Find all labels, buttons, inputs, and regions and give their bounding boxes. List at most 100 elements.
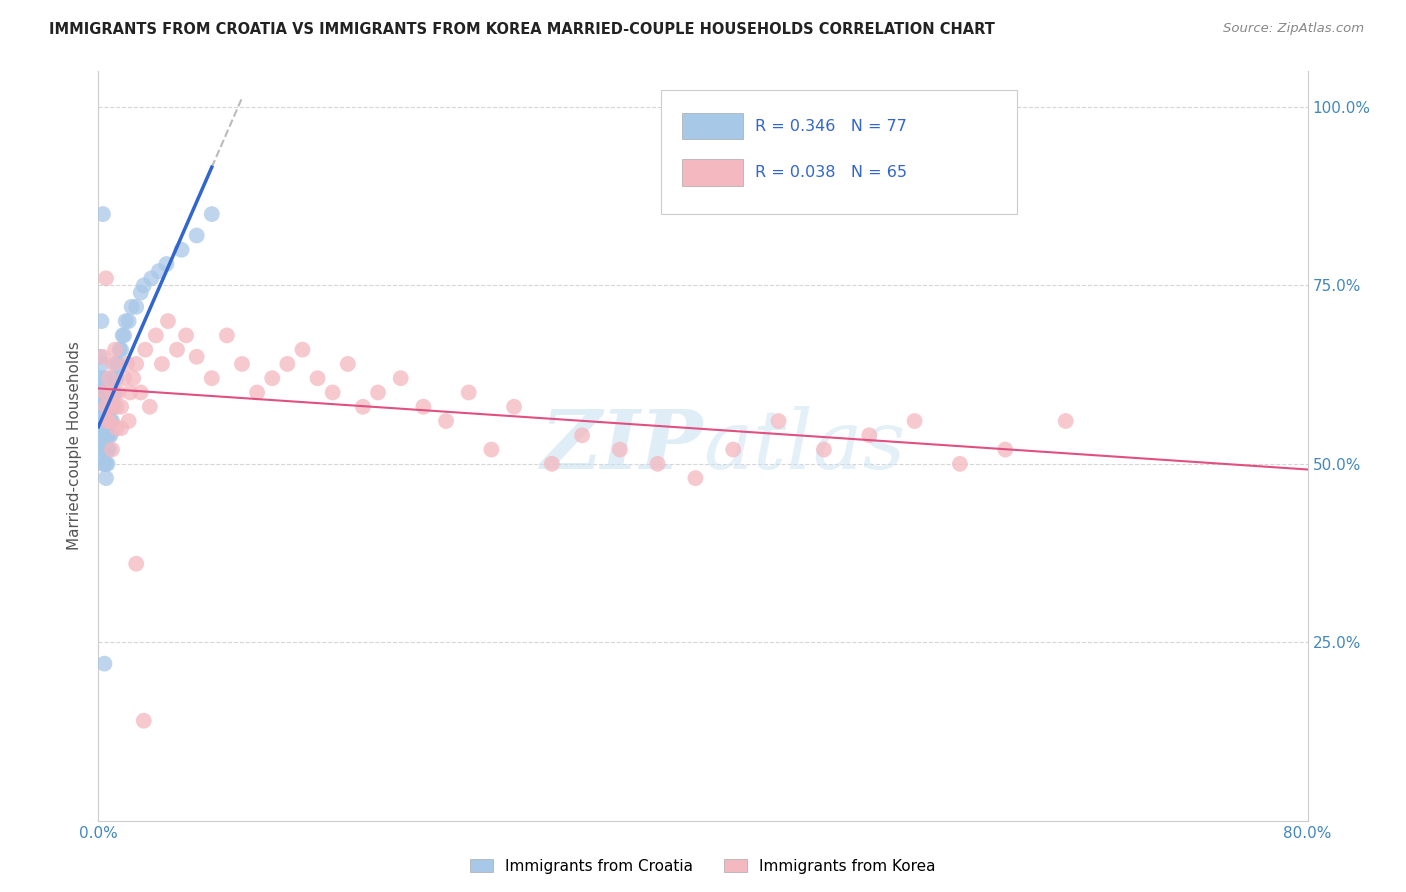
Point (98, 442, 121, 457)
Point (89, 371, 111, 385)
Point (96, 400, 118, 414)
Point (90, 400, 112, 414)
Text: R = 0.346   N = 77: R = 0.346 N = 77 (755, 119, 907, 134)
Point (91, 207, 114, 221)
Point (94, 471, 117, 485)
Point (91, 385, 114, 400)
Point (90, 442, 112, 457)
Point (105, 357, 128, 371)
Point (94, 385, 117, 400)
Point (93, 400, 115, 414)
Point (101, 442, 124, 457)
Point (105, 400, 128, 414)
Point (145, 328, 167, 343)
Point (132, 278, 155, 293)
Point (132, 714, 155, 728)
Point (110, 421, 132, 435)
Point (231, 357, 253, 371)
Point (107, 357, 129, 371)
Point (129, 285, 152, 300)
Point (1054, 414, 1077, 428)
Point (112, 371, 135, 385)
Point (98, 371, 121, 385)
Text: atlas: atlas (703, 406, 905, 486)
Text: ZIP: ZIP (540, 406, 703, 486)
Point (96, 385, 118, 400)
Point (322, 385, 344, 400)
Point (904, 414, 927, 428)
Point (858, 428, 880, 442)
Point (307, 371, 329, 385)
Point (291, 343, 314, 357)
Point (100, 400, 122, 414)
Point (90, 428, 112, 442)
Point (91, 400, 114, 414)
Point (540, 457, 562, 471)
Text: IMMIGRANTS FROM CROATIA VS IMMIGRANTS FROM KOREA MARRIED-COUPLE HOUSEHOLDS CORRE: IMMIGRANTS FROM CROATIA VS IMMIGRANTS FR… (49, 22, 995, 37)
Point (101, 414, 124, 428)
Point (115, 357, 138, 371)
Point (166, 343, 188, 357)
Point (125, 300, 148, 314)
FancyBboxPatch shape (661, 90, 1018, 214)
Point (94, 428, 117, 442)
Point (94, 371, 117, 385)
Point (813, 442, 835, 457)
Point (609, 442, 631, 457)
Point (120, 385, 142, 400)
Point (91, 457, 114, 471)
Text: R = 0.038   N = 65: R = 0.038 N = 65 (755, 165, 907, 180)
Bar (682, 113, 742, 139)
Point (201, 371, 224, 385)
Point (104, 343, 127, 357)
Legend: Immigrants from Croatia, Immigrants from Korea: Immigrants from Croatia, Immigrants from… (464, 853, 942, 880)
Point (122, 371, 145, 385)
Point (96, 442, 118, 457)
Point (107, 385, 129, 400)
Point (112, 328, 135, 343)
Point (186, 350, 208, 364)
Point (262, 371, 284, 385)
Point (481, 442, 503, 457)
Point (134, 343, 156, 357)
Point (367, 385, 389, 400)
Point (91, 442, 114, 457)
Point (768, 414, 790, 428)
Point (170, 243, 193, 257)
Point (103, 385, 125, 400)
Point (96, 428, 118, 442)
Point (90, 371, 112, 385)
Point (101, 400, 124, 414)
Point (186, 228, 208, 243)
Point (98, 428, 121, 442)
Point (994, 442, 1017, 457)
Point (90, 385, 112, 400)
Point (121, 300, 143, 314)
Point (96, 457, 118, 471)
Point (91, 428, 114, 442)
Point (96, 414, 118, 428)
Point (105, 371, 128, 385)
Point (98, 385, 121, 400)
Point (336, 357, 359, 371)
Point (129, 385, 152, 400)
Point (93, 385, 115, 400)
Point (104, 371, 127, 385)
Point (90, 314, 112, 328)
Point (150, 357, 173, 371)
Point (108, 343, 131, 357)
Point (114, 314, 136, 328)
Bar (682, 160, 742, 186)
Point (118, 414, 141, 428)
Point (201, 207, 224, 221)
Point (141, 271, 163, 285)
Point (94, 400, 117, 414)
Point (100, 400, 122, 414)
Point (685, 471, 707, 485)
Point (93, 657, 115, 671)
Point (111, 328, 134, 343)
Point (89, 385, 111, 400)
Point (412, 400, 434, 414)
Point (125, 357, 148, 371)
Point (434, 414, 457, 428)
